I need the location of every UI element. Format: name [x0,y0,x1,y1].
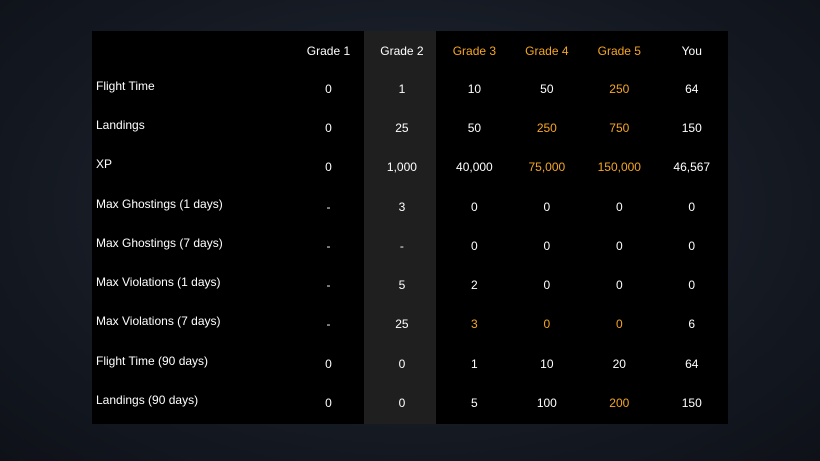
cell-value: 0 [543,317,551,332]
grade-2-column-highlight [364,31,436,424]
table-row: Flight Time (90 days) 0 0 1 10 20 64 [92,346,728,385]
cell-value: 750 [609,121,630,136]
header-label-column [92,31,291,71]
cell-value: 0 [398,356,406,371]
cell-value: 50 [540,82,554,96]
cell-value: 0 [543,278,551,293]
cell-value: 0 [325,160,332,175]
cell-value: 1 [398,82,406,96]
cell-value: 25 [395,121,409,136]
cell-value: 150 [681,121,702,136]
cell-value: 0 [543,199,551,214]
cell-value: 150,000 [597,160,641,175]
header-grade-4: Grade 4 [525,44,569,58]
cell-value: 64 [685,356,699,371]
cell-value: 0 [325,121,332,136]
header-grade-5: Grade 5 [597,44,641,58]
cell-value: 0 [471,238,478,253]
row-label: Max Violations (1 days) [96,275,221,290]
cell-value: - [326,278,331,293]
table-row: Max Ghostings (1 days) - 3 0 0 0 0 [92,189,728,228]
cell-value: 0 [615,278,623,293]
cell-value: 3 [471,317,478,332]
cell-value: 50 [467,121,482,136]
cell-value: 10 [467,82,482,96]
cell-value: 250 [609,82,630,96]
cell-value: 20 [612,356,626,371]
table-row: Landings 0 25 50 250 750 150 [92,110,728,149]
cell-value: 0 [543,238,551,253]
cell-value: 200 [609,395,630,410]
row-label: Max Ghostings (1 days) [96,196,223,211]
cell-value: 0 [688,238,696,253]
cell-value: - [326,199,331,214]
header-row: Grade 1 Grade 2 Grade 3 Grade 4 Grade 5 … [92,31,728,71]
row-label: Landings (90 days) [96,392,199,407]
table-row: Max Violations (1 days) - 5 2 0 0 0 [92,267,728,306]
cell-value: 0 [471,199,478,214]
cell-value: 1,000 [386,160,417,175]
cell-value: 5 [471,395,478,410]
row-label: Flight Time (90 days) [96,353,209,368]
cell-value: 0 [688,278,696,293]
cell-value: 0 [325,82,332,96]
cell-value: 0 [325,356,332,371]
table-row: Max Ghostings (7 days) - - 0 0 0 0 [92,228,728,267]
cell-value: 0 [615,199,623,214]
table-row: Flight Time 0 1 10 50 250 64 [92,71,728,110]
cell-value: 0 [615,238,623,253]
cell-value: 2 [471,278,478,293]
table-row: Max Violations (7 days) - 25 3 0 0 6 [92,306,728,345]
row-label: Max Ghostings (7 days) [96,235,223,250]
cell-value: 5 [398,278,406,293]
cell-value: 0 [325,395,332,410]
cell-value: 250 [536,121,557,136]
cell-value: 10 [540,356,554,371]
row-label: Max Violations (7 days) [96,314,221,329]
cell-value: 64 [685,82,699,96]
header-grade-2: Grade 2 [380,44,424,58]
cell-value: - [326,317,331,332]
cell-value: 150 [681,395,702,410]
cell-value: - [326,238,331,253]
cell-value: 0 [398,395,406,410]
cell-value: 25 [395,317,409,332]
table-row: XP 0 1,000 40,000 75,000 150,000 46,567 [92,149,728,188]
cell-value: 0 [688,199,696,214]
row-label: Flight Time [96,79,155,93]
cell-value: 6 [688,317,696,332]
cell-value: 3 [398,199,406,214]
header-grade-1: Grade 1 [306,44,351,58]
header-you: You [681,44,702,58]
cell-value: 0 [615,317,623,332]
row-label: XP [96,157,113,172]
cell-value: 75,000 [528,160,566,175]
row-label: Landings [96,118,145,133]
table-row: Landings (90 days) 0 0 5 100 200 150 [92,385,728,424]
cell-value: 46,567 [673,160,711,175]
header-grade-3: Grade 3 [452,44,497,58]
cell-value: 1 [471,356,478,371]
grades-table: Grade 1 Grade 2 Grade 3 Grade 4 Grade 5 … [92,31,728,424]
cell-value: 40,000 [456,160,493,175]
cell-value: 100 [536,395,557,410]
cell-value: - [399,238,404,253]
